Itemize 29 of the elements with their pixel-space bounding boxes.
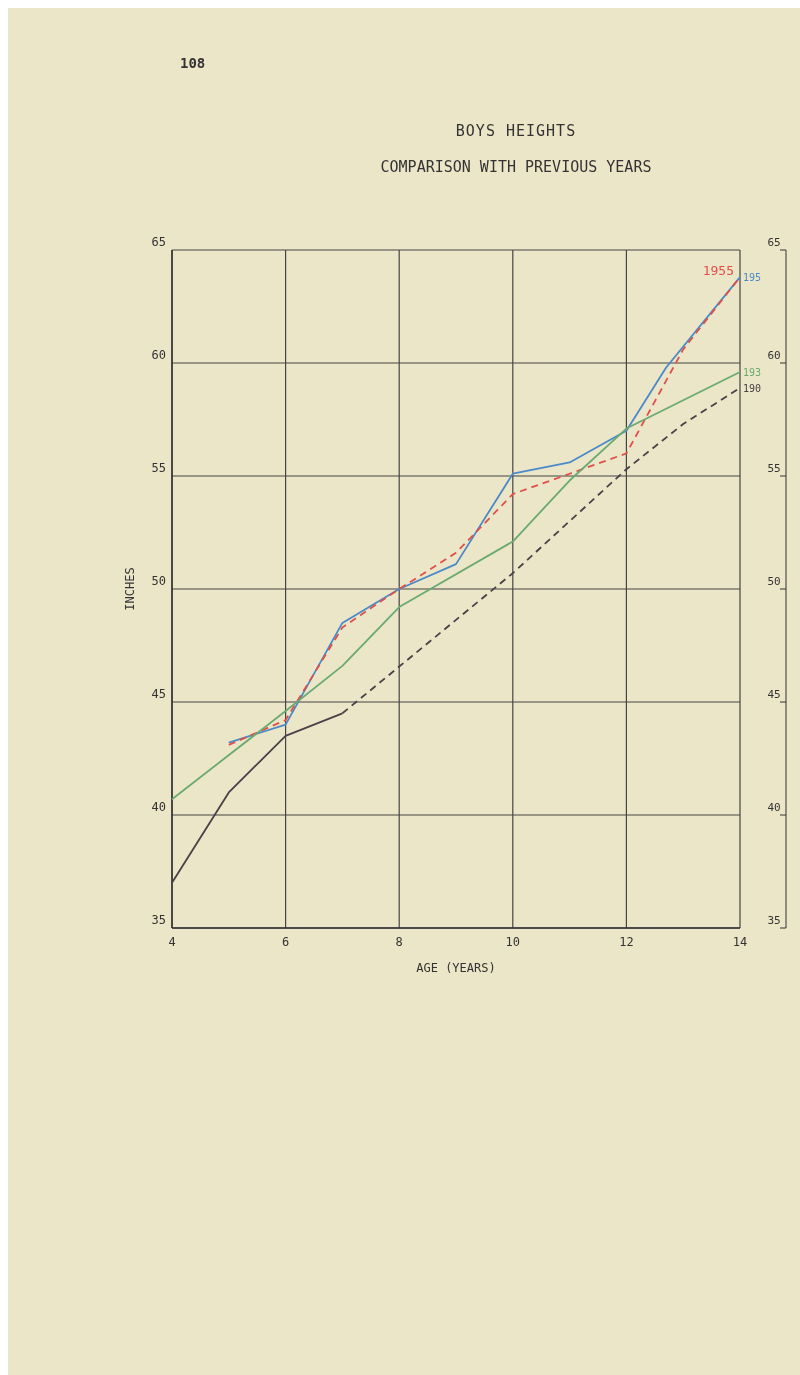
y2-tick-label: 35	[767, 914, 781, 927]
x-tick-label: 4	[168, 935, 176, 949]
y2-tick-label: 50	[767, 575, 781, 588]
y-tick-label: 45	[151, 687, 166, 701]
series-label: 1955	[702, 263, 734, 279]
series-label: 193	[743, 367, 762, 379]
y2-tick-label: 45	[767, 688, 781, 701]
y-tick-label: 65	[151, 235, 166, 249]
x-tick-label: 8	[395, 935, 403, 949]
y-tick-label: 40	[151, 800, 166, 814]
series-label: 195	[743, 272, 762, 284]
y2-tick-label: 65	[767, 236, 781, 249]
x-axis-title: AGE (YEARS)	[416, 961, 496, 975]
y-axis-title: INCHES	[123, 567, 137, 611]
x-tick-label: 6	[281, 935, 290, 949]
y-tick-label: 35	[151, 913, 166, 927]
x-tick-label: 14	[732, 935, 748, 949]
y-tick-label: 50	[151, 574, 166, 588]
chart-subtitle: COMPARISON WITH PREVIOUS YEARS	[380, 158, 652, 176]
y2-tick-label: 55	[767, 462, 781, 475]
x-tick-label: 10	[505, 935, 521, 949]
x-tick-label: 12	[619, 935, 634, 949]
text: 108	[180, 55, 206, 71]
y-tick-label: 55	[151, 461, 166, 475]
chart-title: BOYS HEIGHTS	[455, 122, 577, 140]
series-label: 190	[743, 382, 762, 394]
y2-tick-label: 40	[767, 801, 781, 814]
y2-tick-label: 60	[767, 349, 781, 362]
y-tick-label: 60	[151, 348, 166, 362]
